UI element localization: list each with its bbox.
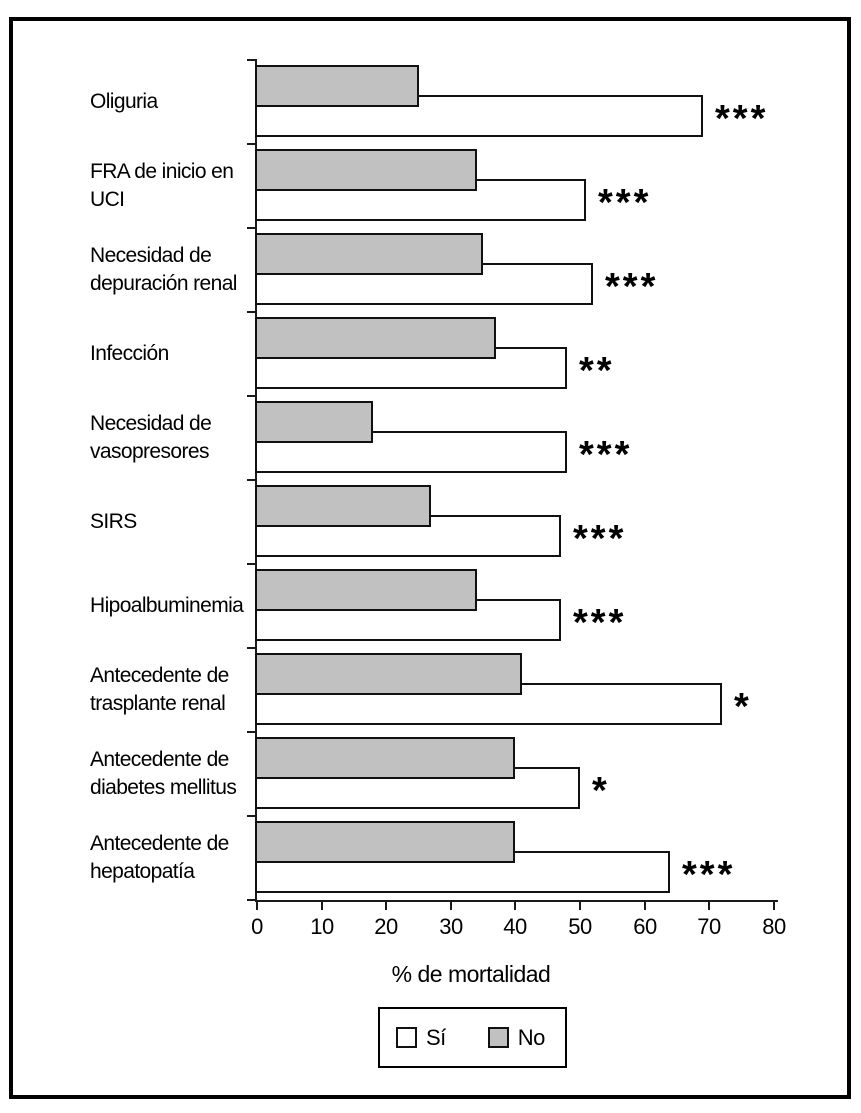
x-axis-tick: [514, 902, 516, 910]
x-tick-label: 10: [310, 914, 334, 939]
legend: Sí No: [378, 1007, 567, 1068]
x-tick-label: 20: [374, 914, 398, 939]
legend-item-no: No: [487, 1024, 546, 1051]
significance-marker: ***: [605, 266, 659, 308]
category-label: Infección: [90, 342, 169, 365]
x-axis-tick: [708, 902, 710, 910]
category-label: Hipoalbuminemia: [90, 594, 244, 617]
category-label: Necesidad de vasopresores: [90, 412, 212, 463]
x-axis-tick: [321, 902, 323, 910]
x-tick-label: 0: [251, 914, 263, 939]
bar-no: [255, 233, 483, 275]
bar-no: [255, 317, 496, 359]
category-label: Necesidad de depuración renal: [90, 244, 237, 295]
x-axis-tick: [644, 902, 646, 910]
x-axis-tick: [385, 902, 387, 910]
legend-label-si: Sí: [426, 1024, 446, 1050]
y-axis-tick: [247, 563, 257, 565]
x-tick-label: 60: [633, 914, 657, 939]
y-axis-line: [255, 60, 257, 902]
x-tick-label: 40: [503, 914, 527, 939]
bar-no: [255, 149, 477, 191]
bar-no: [255, 569, 477, 611]
bar-no: [255, 653, 522, 695]
y-axis-tick: [247, 479, 257, 481]
legend-label-no: No: [517, 1024, 546, 1050]
significance-marker: ***: [598, 182, 652, 224]
category-label: Antecedente de diabetes mellitus: [90, 748, 237, 799]
legend-swatch-si: [396, 1027, 417, 1048]
x-axis-tick: [579, 902, 581, 910]
x-tick-label: 70: [697, 914, 721, 939]
y-axis-tick: [247, 311, 257, 313]
significance-marker: ***: [682, 854, 736, 896]
significance-marker: *: [592, 770, 610, 812]
category-label: SIRS: [90, 510, 137, 533]
significance-marker: ***: [715, 98, 769, 140]
y-axis-tick: [247, 59, 257, 61]
significance-marker: ***: [573, 518, 627, 560]
legend-item-si: Sí: [396, 1025, 446, 1051]
y-axis-tick: [247, 143, 257, 145]
x-axis-tick: [773, 902, 775, 910]
bar-no: [255, 401, 373, 443]
y-axis-tick: [247, 227, 257, 229]
category-label: Antecedente de trasplante renal: [90, 664, 229, 715]
x-axis-line: [255, 900, 778, 902]
y-axis-tick: [247, 731, 257, 733]
y-axis-tick: [247, 647, 257, 649]
y-axis-tick: [247, 899, 257, 901]
x-tick-label: 50: [568, 914, 592, 939]
category-label: Oliguria: [90, 90, 158, 113]
x-tick-label: 80: [762, 914, 786, 939]
bar-no: [255, 821, 515, 863]
legend-swatch-no: [487, 1027, 509, 1048]
category-label: FRA de inicio en UCI: [90, 160, 234, 211]
bar-no: [255, 65, 419, 107]
x-axis-title: % de mortalidad: [391, 961, 551, 987]
bar-no: [255, 737, 515, 779]
y-axis-tick: [247, 815, 257, 817]
x-tick-label: 30: [439, 914, 463, 939]
significance-marker: ***: [573, 602, 627, 644]
y-axis-tick: [247, 395, 257, 397]
x-axis-tick: [256, 902, 258, 910]
bar-no: [255, 485, 431, 527]
significance-marker: **: [579, 350, 615, 392]
significance-marker: ***: [579, 434, 633, 476]
x-axis-tick: [450, 902, 452, 910]
category-label: Antecedente de hepatopatía: [90, 832, 229, 883]
significance-marker: *: [734, 686, 752, 728]
